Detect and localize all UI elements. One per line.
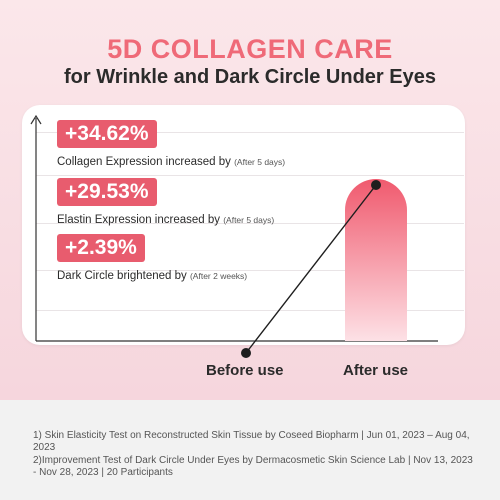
dark-circle-label-text: Dark Circle brightened by <box>57 270 187 282</box>
y-axis-arrow <box>30 114 42 125</box>
bar-after-use <box>345 179 407 341</box>
footnote-2: 2)Improvement Test of Dark Circle Under … <box>33 455 473 478</box>
elastin-period: (After 5 days) <box>223 215 275 225</box>
grid-line <box>36 132 464 133</box>
x-label-before: Before use <box>206 362 284 379</box>
collagen-period: (After 5 days) <box>234 157 286 167</box>
grid-line <box>36 310 464 311</box>
point-after-use <box>371 180 381 190</box>
elastin-label-text: Elastin Expression increased by <box>57 214 220 226</box>
trend-line <box>245 184 377 354</box>
dark-circle-period: (After 2 weeks) <box>189 271 248 281</box>
elastin-stat-label: Elastin Expression increased by (After 5… <box>57 214 274 226</box>
grid-line <box>36 270 464 271</box>
x-label-after: After use <box>343 362 409 379</box>
grid-line <box>36 175 464 176</box>
elastin-stat-value: +29.53% <box>57 178 157 206</box>
footnote-1: 1) Skin Elasticity Test on Reconstructed… <box>33 430 470 453</box>
grid-line <box>36 223 464 224</box>
dark-circle-stat-label: Dark Circle brightened by (After 2 weeks… <box>57 270 247 282</box>
page-title: 5D COLLAGEN CARE <box>107 34 393 64</box>
page-subtitle: for Wrinkle and Dark Circle Under Eyes <box>64 66 436 88</box>
point-before-use <box>241 348 251 358</box>
collagen-stat-label: Collagen Expression increased by (After … <box>57 156 285 168</box>
dark-circle-stat-value: +2.39% <box>57 234 145 262</box>
collagen-stat-value: +34.62% <box>57 120 157 148</box>
collagen-label-text: Collagen Expression increased by <box>57 156 231 168</box>
footer <box>0 400 500 500</box>
